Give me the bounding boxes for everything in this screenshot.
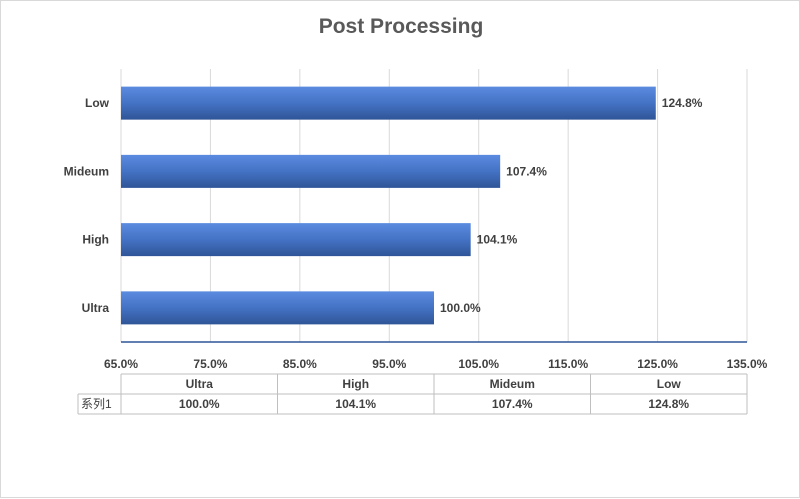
x-tick-label: 65.0% bbox=[104, 357, 138, 371]
table-value-cell: 104.1% bbox=[335, 397, 376, 411]
x-tick-label: 75.0% bbox=[193, 357, 227, 371]
bar bbox=[121, 86, 656, 120]
y-tick-label: High bbox=[82, 233, 109, 247]
table-value-cell: 100.0% bbox=[179, 397, 220, 411]
x-tick-label: 115.0% bbox=[548, 357, 588, 371]
x-tick-label: 85.0% bbox=[283, 357, 317, 371]
table-value-cell: 124.8% bbox=[648, 397, 689, 411]
y-tick-label: Mideum bbox=[64, 164, 109, 178]
data-label: 107.4% bbox=[506, 164, 547, 178]
x-tick-label: 135.0% bbox=[727, 357, 768, 371]
x-tick-label: 95.0% bbox=[372, 357, 406, 371]
data-label: 100.0% bbox=[440, 301, 481, 315]
chart-title: Post Processing bbox=[318, 15, 484, 38]
table-header-cell: Low bbox=[657, 377, 682, 391]
table-header-cell: High bbox=[342, 377, 369, 391]
x-tick-label: 105.0% bbox=[458, 357, 499, 371]
bar bbox=[121, 223, 471, 257]
y-tick-label: Low bbox=[85, 96, 110, 110]
bar bbox=[121, 154, 501, 188]
table-series-name: 系列1 bbox=[81, 397, 112, 411]
table-value-cell: 107.4% bbox=[492, 397, 533, 411]
x-tick-label: 125.0% bbox=[637, 357, 678, 371]
bar bbox=[121, 291, 434, 325]
y-tick-label: Ultra bbox=[82, 301, 110, 315]
table-header-cell: Mideum bbox=[490, 377, 535, 391]
data-label: 124.8% bbox=[662, 96, 703, 110]
table-header-cell: Ultra bbox=[186, 377, 214, 391]
data-label: 104.1% bbox=[477, 233, 518, 247]
